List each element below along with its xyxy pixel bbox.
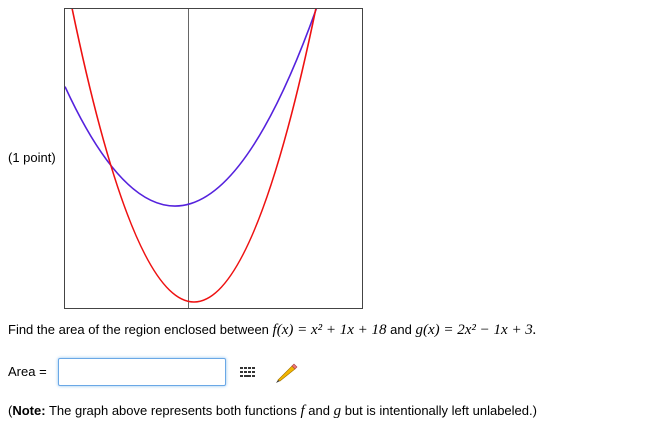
question: Find the area of the region enclosed bet… [8,322,537,339]
points-label: (1 point) [8,150,56,165]
note-text: but is intentionally left unlabeled.) [344,403,537,418]
note-paren: ( [8,403,13,418]
note-text: The graph above represents both function… [48,403,297,418]
function-f: f(x) = x² + 1x + 18 [272,322,387,338]
question-text: and [390,322,412,337]
note-text: and [308,403,330,418]
graph [64,8,363,309]
pencil-icon[interactable] [272,360,300,384]
answer-input[interactable] [58,358,226,386]
note-g: g [333,403,342,419]
note-bold: Note: [12,403,46,418]
curve-f [65,9,318,207]
answer-label: Area = [8,364,47,379]
curve-g [71,9,317,303]
question-text: Find the area of the region enclosed bet… [8,322,269,337]
function-g: g(x) = 2x² − 1x + 3. [415,322,537,338]
keyboard-icon[interactable] [238,364,258,380]
graph-frame [64,8,363,309]
note: (Note: The graph above represents both f… [8,403,537,420]
note-f: f [300,403,305,419]
